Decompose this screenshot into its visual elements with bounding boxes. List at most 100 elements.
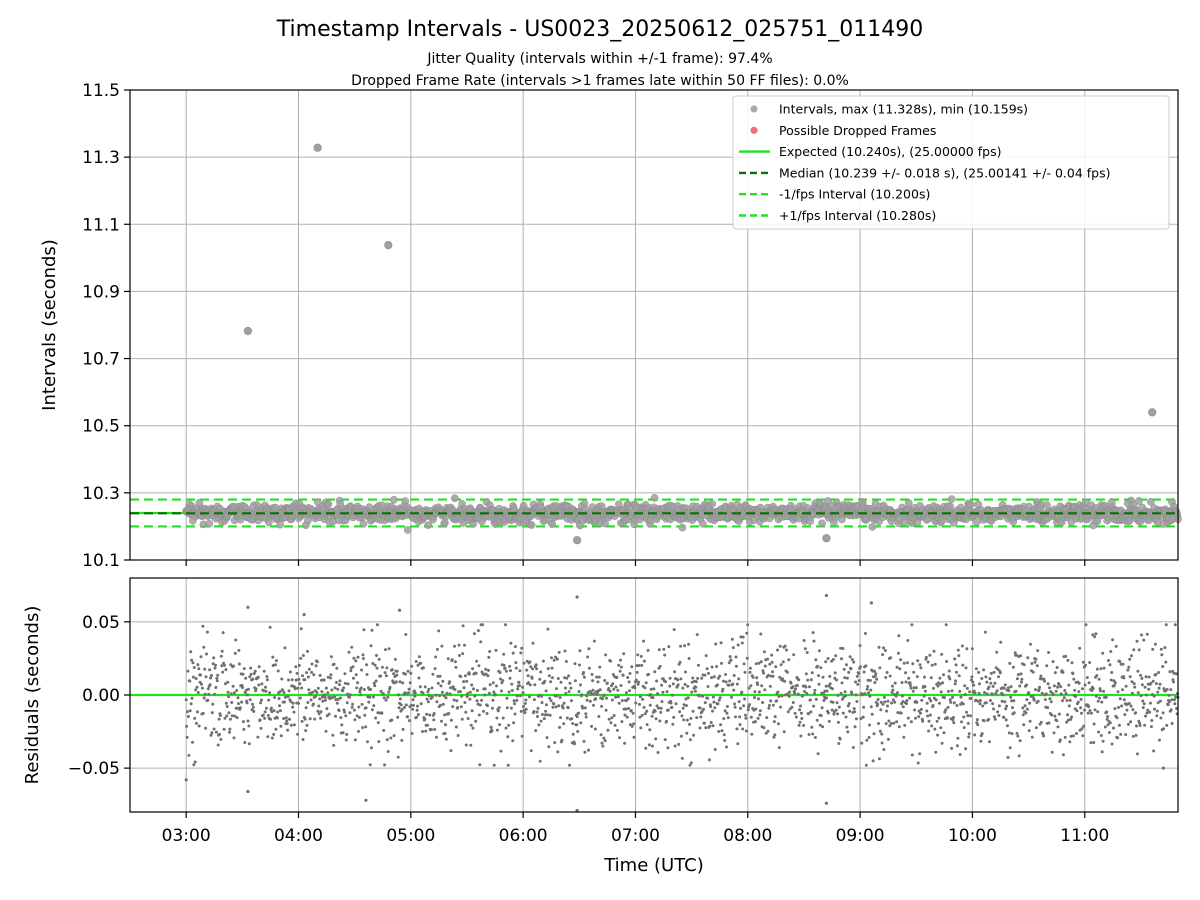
residual-point — [256, 735, 260, 739]
residual-point — [966, 714, 970, 718]
residual-point — [338, 683, 341, 687]
residual-point — [520, 646, 524, 650]
residual-point — [523, 702, 527, 705]
residual-point — [666, 708, 670, 712]
top-ytick-label: 10.5 — [82, 417, 120, 437]
residual-point — [915, 700, 919, 704]
residual-point — [1037, 688, 1041, 692]
residual-point — [1009, 685, 1013, 689]
residual-point — [813, 691, 816, 695]
residual-point — [904, 671, 908, 675]
residual-point — [364, 706, 368, 710]
residual-point — [202, 696, 206, 700]
residual-point — [353, 718, 357, 722]
interval-point — [390, 495, 398, 504]
residual-point — [1053, 714, 1057, 718]
residual-point — [1001, 693, 1005, 697]
residual-point — [538, 759, 542, 763]
residual-point — [799, 704, 802, 708]
residual-point — [605, 696, 608, 700]
residual-point — [1149, 725, 1153, 729]
residual-point — [1114, 644, 1118, 648]
residual-point — [570, 717, 574, 721]
residual-point — [684, 704, 688, 708]
residual-point — [1070, 715, 1074, 719]
residual-point — [1138, 724, 1142, 727]
residual-point — [526, 674, 530, 678]
residual-point — [395, 669, 399, 673]
residual-point — [857, 679, 861, 683]
residual-point — [481, 709, 485, 713]
residual-point — [372, 704, 376, 708]
residual-point — [329, 655, 333, 659]
residual-point — [295, 671, 299, 675]
residual-point — [258, 718, 262, 722]
residual-point — [477, 664, 481, 668]
residual-point — [588, 699, 592, 703]
residual-point — [283, 695, 287, 699]
residual-point — [729, 658, 733, 662]
residual-point — [1079, 706, 1083, 710]
residual-point — [356, 681, 360, 685]
residual-point — [777, 695, 781, 698]
residual-point — [466, 717, 470, 720]
residual-point — [1034, 688, 1037, 692]
residual-point — [1164, 623, 1168, 627]
residual-point — [283, 646, 287, 650]
residual-point — [251, 677, 255, 681]
residual-point — [547, 745, 551, 749]
residual-point — [286, 695, 290, 699]
residual-point — [530, 676, 534, 680]
residual-point — [1020, 677, 1024, 681]
residual-point — [1049, 700, 1053, 704]
residual-point — [364, 725, 368, 729]
residual-point — [407, 687, 411, 691]
residual-point — [634, 678, 638, 682]
interval-point — [548, 520, 556, 528]
residual-point — [406, 715, 410, 719]
residual-point — [393, 657, 397, 661]
residual-point — [592, 703, 595, 707]
residual-point — [1081, 660, 1085, 664]
residual-point — [862, 705, 866, 709]
residual-point — [799, 711, 803, 715]
residual-point — [614, 685, 618, 689]
residual-point — [1097, 730, 1101, 734]
residual-point — [540, 694, 544, 698]
residual-point — [1052, 684, 1056, 688]
residual-point — [1158, 682, 1162, 686]
residual-point — [510, 689, 514, 692]
residual-point — [187, 753, 191, 757]
residual-point — [1152, 749, 1156, 753]
residual-point — [710, 676, 714, 680]
residual-point — [313, 717, 317, 721]
residual-point — [700, 676, 704, 680]
residual-point — [1121, 662, 1125, 666]
residual-point — [513, 712, 517, 716]
residual-point — [746, 708, 750, 712]
residual-point — [384, 648, 387, 652]
residual-point — [226, 680, 230, 684]
residual-point — [290, 678, 294, 682]
residual-point — [715, 665, 719, 668]
residual-point — [301, 674, 304, 678]
residual-point — [714, 642, 718, 646]
residual-point — [940, 652, 944, 656]
residual-point — [609, 659, 613, 663]
residual-point — [923, 675, 926, 679]
residual-point — [993, 681, 997, 685]
residual-point — [512, 721, 516, 725]
residual-point — [926, 714, 930, 718]
residual-point — [306, 675, 310, 679]
residual-point — [1013, 651, 1017, 655]
residual-point — [390, 718, 394, 722]
residual-outlier-point — [364, 798, 368, 802]
residual-point — [928, 713, 932, 717]
residual-point — [246, 687, 250, 691]
residual-point — [366, 740, 369, 744]
residual-point — [797, 723, 801, 727]
residual-point — [623, 713, 627, 717]
residual-point — [340, 723, 344, 727]
residual-point — [486, 674, 490, 678]
residual-point — [268, 625, 272, 629]
